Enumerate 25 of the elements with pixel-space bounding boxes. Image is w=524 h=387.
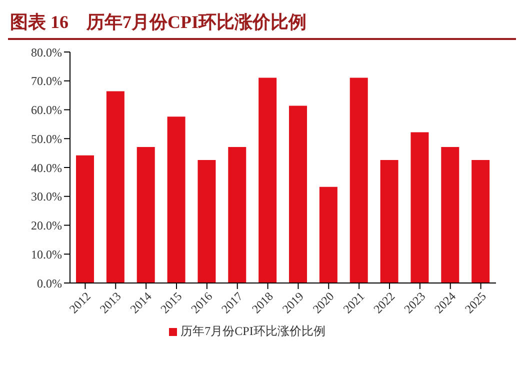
bar (76, 155, 94, 283)
legend-label: 历年7月份CPI环比涨价比例 (180, 324, 326, 338)
bar (350, 78, 368, 283)
y-tick-label: 10.0% (31, 247, 62, 262)
y-tick-label: 30.0% (31, 190, 62, 204)
y-tick-label: 0.0% (37, 276, 62, 290)
bar (441, 147, 460, 283)
bar (258, 78, 277, 283)
y-tick-label: 60.0% (31, 103, 62, 118)
bar (136, 147, 155, 283)
y-tick-label: 20.0% (31, 218, 62, 233)
y-tick-label: 50.0% (31, 132, 62, 146)
y-tick-label: 80.0% (31, 45, 62, 60)
bar (167, 116, 186, 283)
bar (228, 147, 246, 283)
bar (198, 160, 216, 283)
y-tick-label: 70.0% (31, 74, 62, 88)
chart-title: 图表 16 历年7月份CPI环比涨价比例 (8, 8, 516, 40)
bar (106, 91, 124, 283)
bar (319, 186, 338, 283)
bar (410, 132, 429, 283)
bar (289, 106, 307, 283)
bar (380, 160, 398, 283)
bar (472, 160, 490, 283)
y-tick-label: 40.0% (31, 160, 62, 175)
